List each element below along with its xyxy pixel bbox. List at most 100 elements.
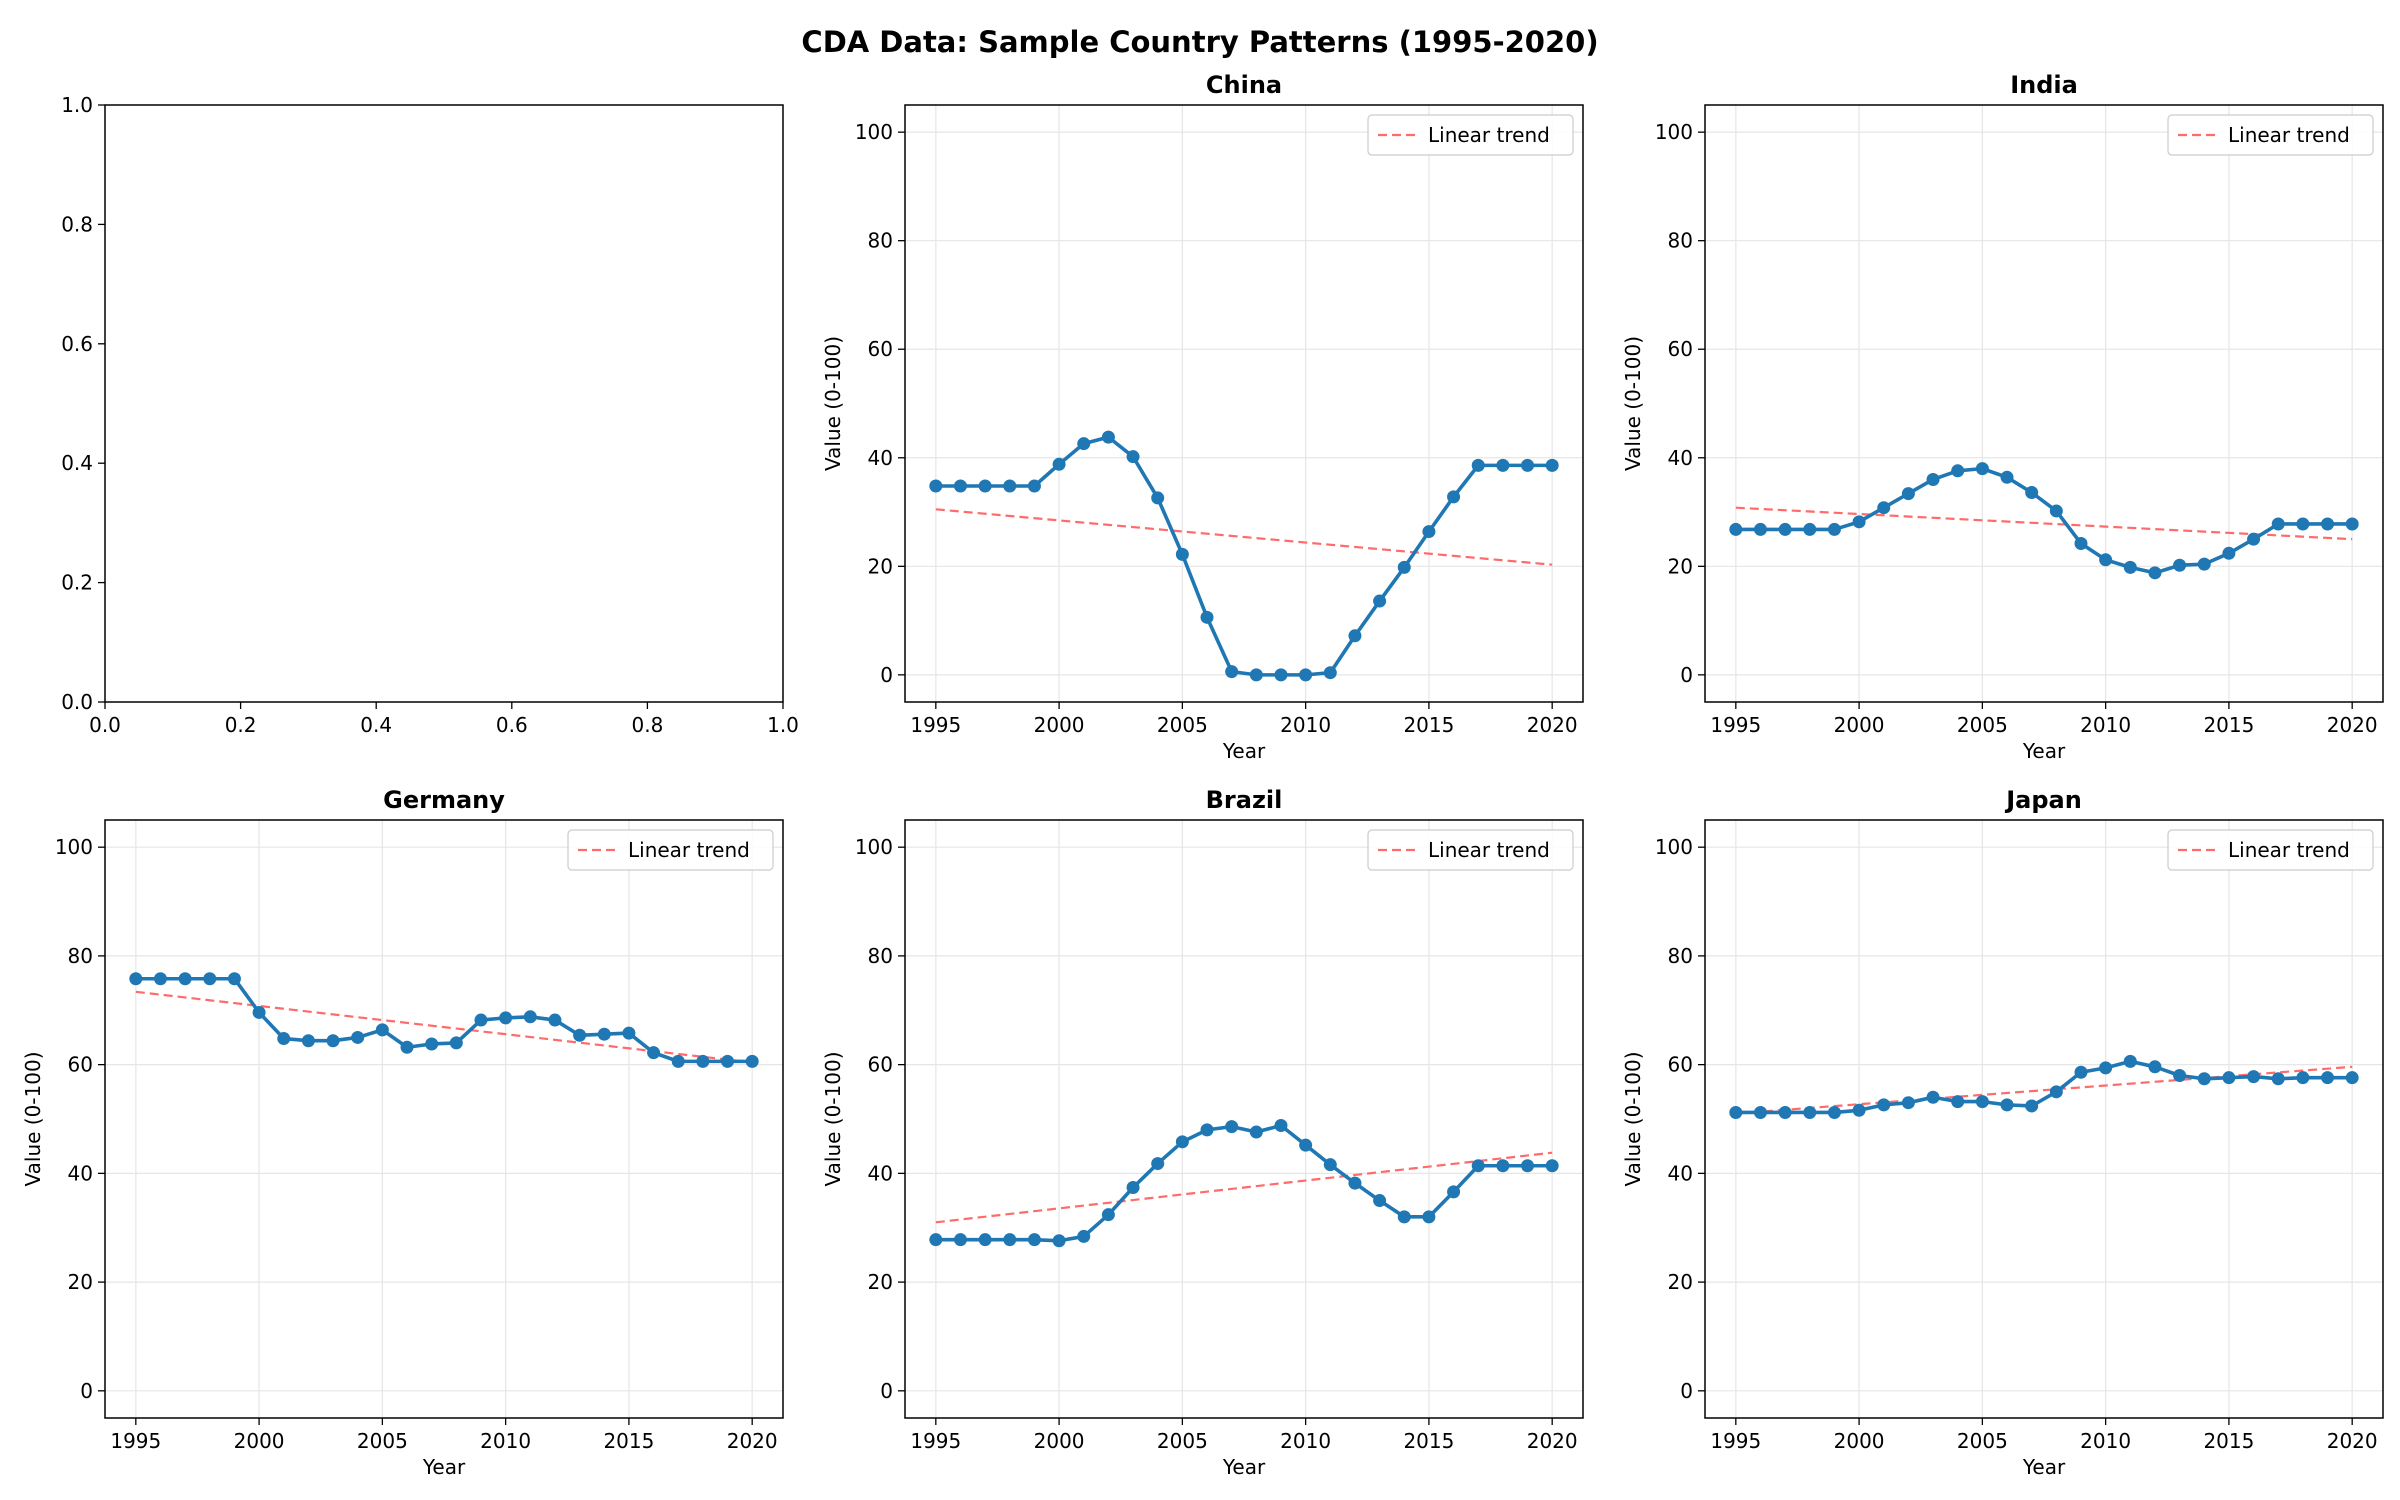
x-tick-label: 2015	[1403, 1429, 1454, 1453]
data-point	[1126, 1180, 1140, 1194]
data-point	[1471, 1159, 1485, 1173]
legend: Linear trend	[1367, 114, 1574, 156]
data-point	[2247, 532, 2261, 546]
legend-label: Linear trend	[2228, 123, 2350, 147]
legend-label: Linear trend	[1428, 123, 1550, 147]
data-point	[2296, 517, 2310, 531]
panel-india: 1995 2000 2005 2010 2015 2020 0 20 40 60 80 100 Year…	[1621, 71, 2384, 763]
data-point	[2049, 504, 2063, 518]
y-tick-label: 100	[55, 835, 93, 859]
data-point	[1753, 1105, 1767, 1119]
trend-line	[935, 1151, 1553, 1224]
trend-line	[935, 508, 1553, 566]
data-point	[1052, 1234, 1066, 1248]
data-point	[721, 1054, 735, 1068]
data-point	[2148, 1060, 2162, 1074]
data-point	[227, 972, 241, 986]
series-line	[135, 976, 753, 1064]
data-point	[178, 972, 192, 986]
y-tick-label: 100	[1655, 835, 1693, 859]
data-point	[1200, 610, 1214, 624]
y-tick-label: 20	[868, 554, 893, 578]
data-point	[1852, 1103, 1866, 1117]
data-point	[1077, 437, 1091, 451]
data-point	[1496, 458, 1510, 472]
data-point	[1027, 1233, 1041, 1247]
data-point	[1496, 1159, 1510, 1173]
data-point	[1126, 450, 1140, 464]
data-point	[1299, 668, 1313, 682]
x-tick-label: 0.8	[631, 713, 663, 737]
y-tick-label: 60	[1668, 1053, 1693, 1077]
data-point	[425, 1037, 439, 1051]
panel-brazil: 1995 2000 2005 2010 2015 2020 0 20 40 60 80 100 Year…	[821, 786, 1584, 1479]
data-point	[2025, 1099, 2039, 1113]
x-tick-label: 2015	[1403, 713, 1454, 737]
data-point	[573, 1028, 587, 1042]
y-tick-label: 0	[1680, 663, 1693, 687]
data-point	[1422, 1210, 1436, 1224]
y-tick-label: 80	[1668, 229, 1693, 253]
data-point	[1545, 1159, 1559, 1173]
data-point	[1299, 1138, 1313, 1152]
y-tick-label: 60	[68, 1053, 93, 1077]
data-point	[696, 1054, 710, 1068]
x-tick-label: 1995	[1710, 713, 1761, 737]
x-tick-label: 2005	[1157, 713, 1208, 737]
data-point	[1778, 522, 1792, 536]
data-point	[129, 972, 143, 986]
data-point	[449, 1036, 463, 1050]
legend: Linear trend	[2167, 114, 2374, 156]
series-line	[1735, 466, 2353, 575]
data-point	[1521, 1159, 1535, 1173]
x-tick-label: 1995	[910, 713, 961, 737]
data-point	[2074, 1065, 2088, 1079]
panel-japan: 1995 2000 2005 2010 2015 2020 0 20 40 60 80 100 Year…	[1621, 786, 2384, 1479]
data-point	[2271, 517, 2285, 531]
x-tick-label: 2010	[1280, 713, 1331, 737]
data-point	[1175, 1135, 1189, 1149]
y-tick-label: 100	[855, 120, 893, 144]
y-tick-label: 60	[1668, 337, 1693, 361]
x-tick-label: 2020	[1527, 713, 1578, 737]
data-point	[2197, 557, 2211, 571]
data-point	[499, 1011, 513, 1025]
data-point	[745, 1054, 759, 1068]
data-point	[1471, 458, 1485, 472]
y-tick-label: 60	[868, 337, 893, 361]
x-tick-label: 1995	[110, 1429, 161, 1453]
data-point	[1151, 491, 1165, 505]
axes-frame	[1704, 819, 2384, 1419]
data-point	[2222, 1071, 2236, 1085]
x-tick-label: 2005	[357, 1429, 408, 1453]
data-point	[671, 1054, 685, 1068]
data-point	[1348, 629, 1362, 643]
y-tick-label: 20	[1668, 554, 1693, 578]
data-point	[252, 1005, 266, 1019]
data-point	[1225, 665, 1239, 679]
series-line	[1735, 1059, 2353, 1115]
data-point	[153, 972, 167, 986]
x-tick-label: 1995	[1710, 1429, 1761, 1453]
y-tick-label: 80	[68, 944, 93, 968]
y-tick-label: 20	[1668, 1270, 1693, 1294]
x-tick-label: 2000	[1834, 713, 1885, 737]
data-point	[622, 1026, 636, 1040]
data-point	[1003, 479, 1017, 493]
panel-title: Japan	[2004, 786, 2082, 814]
x-tick-label: 1.0	[767, 713, 799, 737]
figure-title: CDA Data: Sample Country Patterns (1995-…	[801, 25, 1598, 59]
data-point	[2000, 1098, 2014, 1112]
data-point	[351, 1030, 365, 1044]
x-axis-label: Year	[2022, 1455, 2066, 1479]
y-tick-label: 80	[868, 229, 893, 253]
data-point	[1101, 430, 1115, 444]
x-tick-label: 0.0	[89, 713, 121, 737]
data-point	[326, 1034, 340, 1048]
data-point	[2025, 486, 2039, 500]
legend-label: Linear trend	[628, 838, 750, 862]
panel-germany: 1995 2000 2005 2010 2015 2020 0 20 40 60 80 100 Year…	[21, 786, 784, 1479]
data-point	[1729, 1105, 1743, 1119]
data-point	[1249, 1125, 1263, 1139]
x-tick-label: 2000	[1034, 1429, 1085, 1453]
